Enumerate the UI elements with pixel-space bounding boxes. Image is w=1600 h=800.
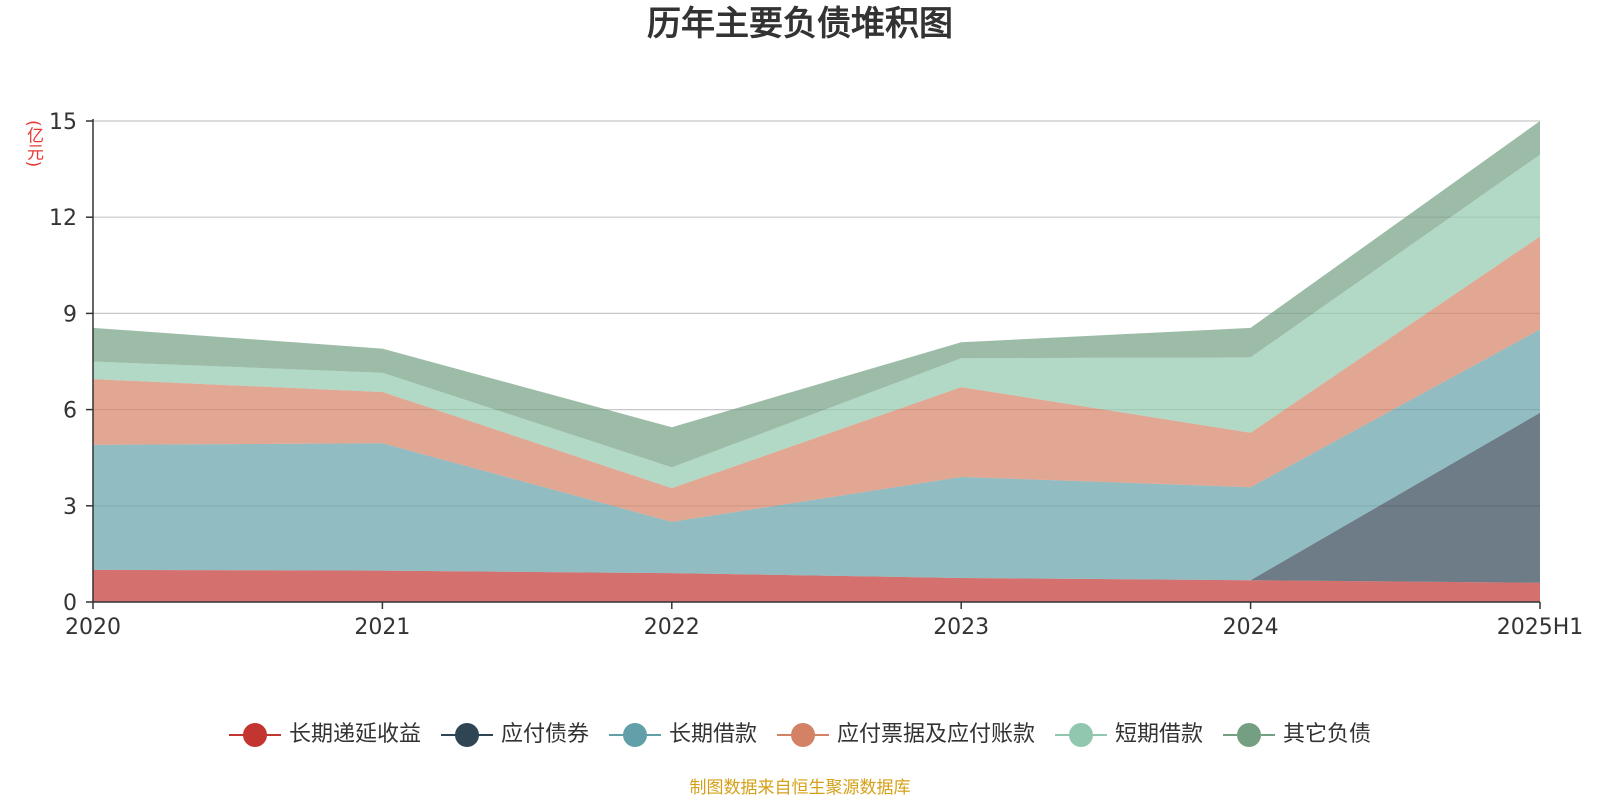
legend-item[interactable]: 长期递延收益 (228, 720, 421, 750)
legend-label: 其它负债 (1283, 722, 1372, 747)
legend-dot (454, 723, 479, 747)
legend-dot (242, 723, 267, 747)
source-note: 制图数据来自恒生聚源数据库 (689, 778, 911, 798)
legend-marker-icon (228, 723, 281, 747)
x-tick-label: 2022 (644, 615, 700, 640)
legend-dot (1069, 723, 1094, 747)
area-series-0 (93, 569, 1540, 602)
area-series-3 (93, 236, 1540, 522)
y-tick-label: 6 (63, 399, 77, 424)
y-tick-label: 0 (63, 591, 77, 616)
legend-marker-icon (777, 723, 829, 747)
x-tick-label: 2020 (65, 615, 121, 640)
x-tick-label: 2023 (933, 615, 989, 640)
legend-item[interactable]: 其它负债 (1223, 720, 1371, 750)
area-series-group (93, 121, 1540, 602)
legend-label: 长期借款 (668, 722, 757, 747)
legend-marker-icon (608, 723, 661, 747)
legend: 长期递延收益 应付债券 长期借款 应付票据及应付账款 短期借款 其它负债 (0, 720, 1600, 750)
legend-item[interactable]: 应付债券 (440, 720, 589, 750)
legend-label: 应付债券 (500, 722, 589, 747)
legend-dot (622, 723, 647, 747)
area-series-4 (93, 154, 1540, 489)
y-axis-unit-label: (亿元) (23, 120, 43, 168)
y-tick-label: 3 (63, 495, 77, 520)
legend-marker-icon (440, 723, 493, 747)
area-series-1 (93, 412, 1540, 583)
x-tick-label: 2024 (1223, 615, 1279, 640)
legend-item[interactable]: 长期借款 (608, 720, 757, 750)
legend-label: 长期递延收益 (288, 722, 421, 747)
legend-label: 短期借款 (1115, 722, 1204, 747)
legend-marker-icon (1055, 723, 1108, 747)
legend-dot (791, 723, 815, 747)
x-tick-label: 2021 (354, 615, 410, 640)
area-series-2 (93, 329, 1540, 581)
y-tick-label: 15 (49, 110, 77, 135)
legend-dot (1237, 723, 1262, 747)
y-tick-label: 9 (63, 302, 77, 327)
legend-item[interactable]: 短期借款 (1055, 720, 1203, 750)
legend-label: 应付票据及应付账款 (837, 722, 1036, 747)
chart-title: 历年主要负债堆积图 (647, 4, 953, 44)
legend-marker-icon (1223, 723, 1276, 747)
y-tick-label: 12 (49, 206, 77, 231)
area-series-5 (93, 121, 1540, 468)
x-tick-label: 2025H1 (1497, 615, 1584, 640)
legend-item[interactable]: 应付票据及应付账款 (777, 720, 1035, 750)
